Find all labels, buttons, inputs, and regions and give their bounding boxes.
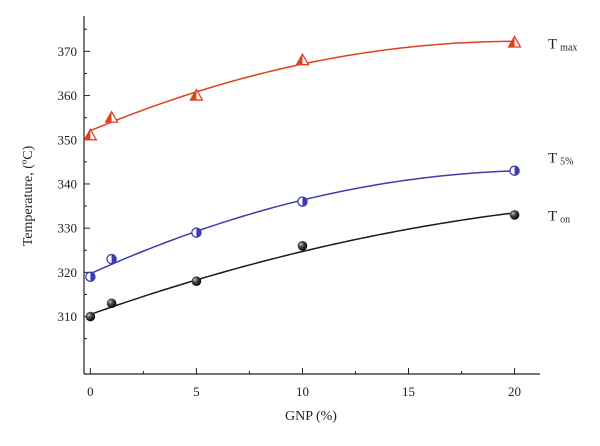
fit-curves	[90, 40, 515, 316]
data-point-tmax-fill	[296, 54, 303, 65]
x-tick-label: 15	[402, 384, 415, 399]
data-point-ton	[106, 298, 117, 309]
series-label-subscript: on	[560, 215, 570, 226]
y-tick-label: 320	[58, 265, 78, 280]
data-point-t5-fill	[196, 227, 202, 238]
x-tick-label: 10	[296, 384, 309, 399]
data-point-t5-fill	[90, 272, 95, 282]
y-tick-label: 330	[58, 221, 78, 236]
data-point-ton	[85, 311, 96, 322]
data-markers	[83, 35, 522, 322]
y-tick-label: 350	[58, 132, 78, 147]
data-point-ton	[191, 276, 202, 286]
series-label-subscript: max	[560, 43, 577, 54]
x-axis-title: GNP (%)	[285, 409, 337, 424]
series-label-5%: T 5%	[548, 150, 574, 167]
y-tick-label: 310	[58, 309, 78, 324]
data-point-t5-fill	[514, 166, 520, 176]
data-point-tmax-fill	[508, 36, 515, 48]
data-point-t5-fill	[111, 254, 117, 264]
data-point-ton	[509, 210, 520, 220]
x-tick-label: 0	[87, 384, 94, 399]
y-tick-label: 360	[58, 88, 78, 103]
series-label-subscript: 5%	[560, 156, 573, 167]
x-tick-label: 20	[508, 384, 521, 399]
x-tick-label: 5	[193, 384, 200, 399]
y-tick-label: 370	[58, 44, 78, 59]
y-axis-title: Temperature, (ºC)	[21, 145, 36, 246]
y-tick-label: 340	[58, 176, 78, 191]
fit-curve-on	[90, 212, 515, 316]
data-point-ton	[297, 241, 308, 251]
axes: 310 320 330 340 350 360 370 0 5 10 15 20	[58, 16, 540, 399]
data-point-t5-fill	[302, 197, 308, 207]
